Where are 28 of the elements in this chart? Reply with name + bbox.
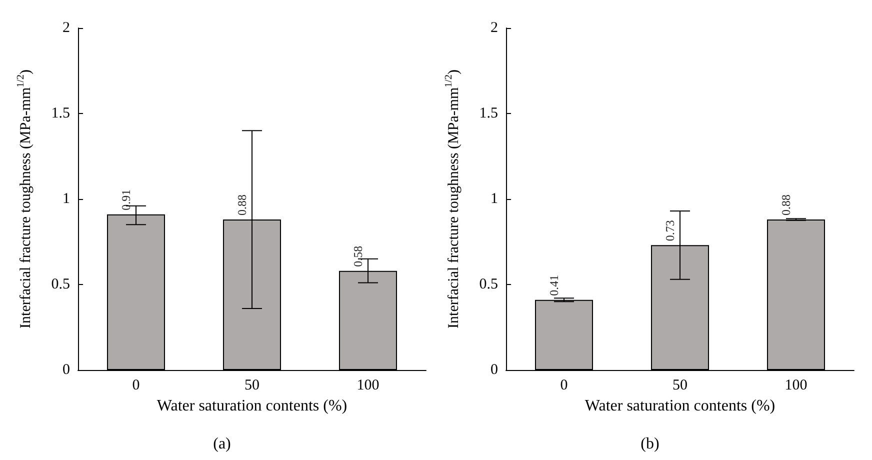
y-axis-title: Interfacial fracture toughness (MPa-mm1/2) bbox=[444, 70, 462, 328]
y-tick-label: 1.5 bbox=[479, 106, 498, 122]
data-label: 0.41 bbox=[547, 274, 561, 296]
x-tick-label: 50 bbox=[244, 378, 260, 394]
y-tick-label: 2 bbox=[62, 20, 70, 36]
text: (b) bbox=[640, 436, 660, 452]
x-tick-label: 0 bbox=[560, 378, 568, 394]
data-label: 0.91 bbox=[119, 189, 133, 210]
x-tick-label: 100 bbox=[784, 378, 808, 394]
data-label: 0.73 bbox=[663, 220, 677, 242]
y-tick-label: 0 bbox=[62, 362, 70, 378]
x-axis-title: Water saturation contents (%) bbox=[584, 397, 776, 414]
data-label: 0.88 bbox=[235, 194, 249, 216]
y-axis-title: Interfacial fracture toughness (MPa-mm1/2) bbox=[16, 70, 34, 328]
data-label: 0.88 bbox=[779, 194, 793, 216]
text: (a) bbox=[213, 436, 231, 452]
x-axis-title: Water saturation contents (%) bbox=[156, 397, 348, 414]
data-label: 0.58 bbox=[351, 246, 365, 267]
x-tick-label: 50 bbox=[672, 378, 688, 394]
y-tick-label: 0.5 bbox=[479, 276, 498, 292]
y-tick-label: 2 bbox=[490, 20, 498, 36]
x-tick-label: 100 bbox=[356, 378, 380, 394]
y-tick-label: 1.5 bbox=[51, 106, 70, 122]
y-tick-label: 0 bbox=[490, 362, 498, 378]
y-tick-label: 0.5 bbox=[51, 276, 70, 292]
y-tick-label: 1 bbox=[62, 191, 70, 207]
x-tick-label: 0 bbox=[132, 378, 140, 394]
y-tick-label: 1 bbox=[490, 191, 498, 207]
